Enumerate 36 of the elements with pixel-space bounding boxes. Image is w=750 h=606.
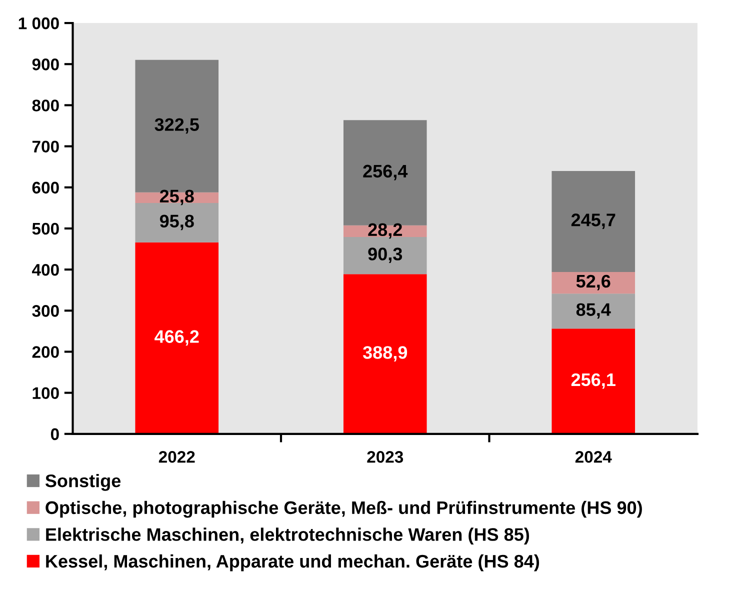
x-tick-label: 2024 — [575, 451, 612, 463]
legend-label: Elektrische Maschinen, elektrotechnische Waren (HS 85) — [46, 528, 530, 544]
y-tick-label: 1 000 — [18, 17, 59, 30]
y-tick-label: 900 — [32, 58, 59, 70]
y-tick-label: 800 — [32, 100, 59, 112]
y-tick-label: 400 — [32, 264, 59, 276]
y-tick-label: 600 — [32, 182, 59, 194]
bar — [552, 328, 636, 434]
y-tick-label: 200 — [32, 346, 59, 358]
data-label: 322,5 — [154, 118, 199, 134]
bar — [552, 171, 636, 272]
y-tick-label: 100 — [32, 387, 59, 400]
bar — [343, 274, 427, 434]
data-label: 85,4 — [576, 303, 611, 319]
data-label: 388,9 — [362, 346, 408, 362]
bar — [135, 242, 219, 434]
data-label: 466,2 — [154, 330, 199, 346]
data-label: 245,7 — [571, 214, 616, 229]
data-label: 95,8 — [160, 214, 194, 230]
y-tick-label: 300 — [32, 305, 59, 317]
x-tick-label: 2022 — [158, 451, 195, 463]
legend-label: Sonstige — [45, 474, 121, 491]
legend-label: Kessel, Maschinen, Apparate und mechan. Geräte (HS 84) — [46, 554, 540, 572]
x-tick-label: 2023 — [367, 451, 404, 463]
y-tick-label: 700 — [32, 140, 59, 152]
data-label: 52,6 — [576, 274, 610, 290]
y-tick-label: 500 — [32, 222, 59, 235]
data-label: 25,8 — [160, 190, 194, 206]
bar — [552, 294, 636, 329]
bar — [343, 237, 427, 274]
data-label: 28,2 — [368, 223, 402, 239]
data-label: 256,1 — [571, 373, 616, 389]
legend-label: Optische, photographische Geräte, Meß- und Prüfinstrumente (HS 90) — [46, 500, 642, 518]
data-label: 90,3 — [368, 248, 402, 264]
data-label: 256,4 — [363, 164, 408, 180]
y-tick-label: 0 — [50, 428, 59, 440]
